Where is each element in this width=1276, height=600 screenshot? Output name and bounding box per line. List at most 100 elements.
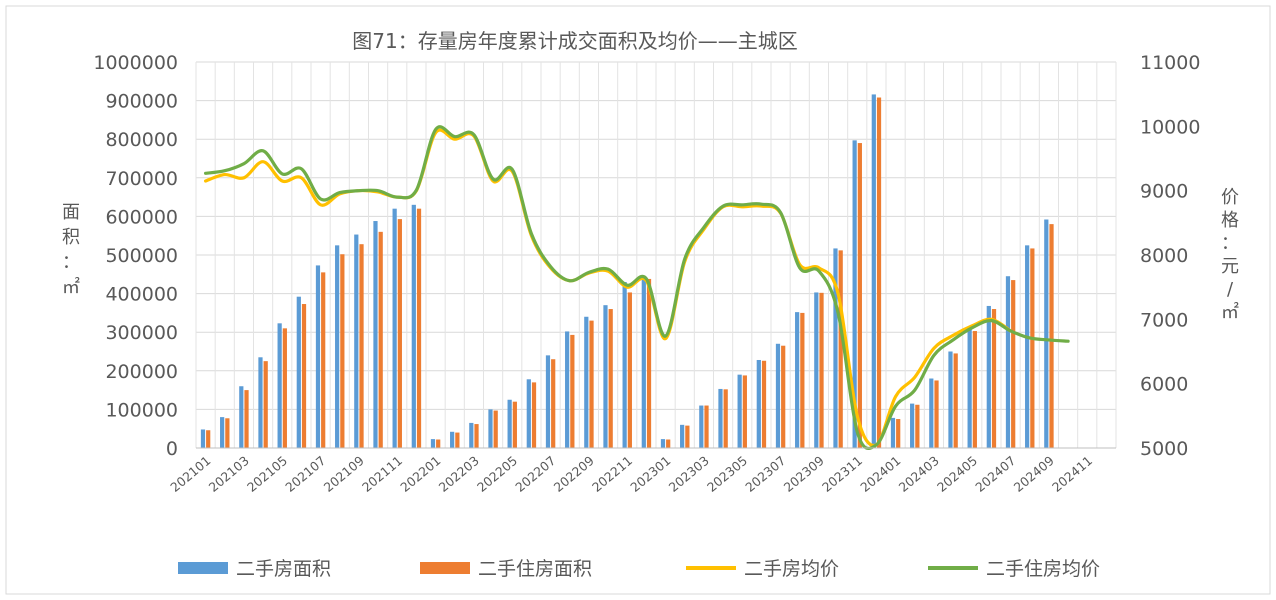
y2-axis-title: 价格：元/㎡ (1221, 187, 1239, 323)
y-tick-label: 900000 (105, 91, 178, 113)
y2-axis-title-char: / (1227, 279, 1234, 300)
legend-label: 二手住房均价 (986, 558, 1100, 580)
bar-residential (263, 361, 268, 448)
y-tick-label: 200000 (105, 361, 178, 383)
bar-residential (876, 97, 882, 449)
bar-residential (742, 375, 747, 448)
legend-item: 二手住房面积 (420, 558, 592, 580)
bar-total (814, 292, 819, 448)
bar-total (871, 94, 876, 448)
bar-total (545, 355, 551, 448)
legend-label: 二手住房面积 (478, 558, 592, 580)
bar-residential (953, 353, 958, 448)
y2-axis-title-char: 元 (1221, 256, 1239, 277)
bar-residential (570, 334, 575, 448)
bar-total (296, 296, 301, 448)
y-tick-label: 400000 (105, 284, 178, 306)
y-tick-label: 1000000 (93, 52, 178, 74)
bar-total (756, 359, 761, 448)
bar-residential (225, 418, 230, 448)
bar-total (910, 403, 915, 448)
bar-residential (206, 430, 211, 448)
bar-residential (359, 244, 364, 448)
bar-residential (646, 278, 652, 448)
y-axis-title: 面积 ： ㎡ (62, 202, 80, 298)
bar-total (220, 417, 225, 448)
bar-total (622, 282, 627, 448)
bar-residential (455, 432, 460, 448)
bar-residential (896, 419, 901, 448)
line-residential-price (203, 125, 1070, 450)
bar-total (584, 316, 589, 448)
bar-total (641, 277, 646, 448)
bar-residential (608, 309, 613, 448)
y2-tick-label: 10000 (1140, 116, 1200, 138)
bar-residential (340, 254, 345, 448)
y-tick-label: 800000 (105, 129, 178, 151)
bar-total (277, 323, 282, 448)
y-tick-label: 300000 (105, 322, 178, 344)
bar-residential (1049, 224, 1054, 448)
y-tick-label: 500000 (105, 245, 178, 267)
line-layer (203, 125, 1070, 450)
bar-residential (1030, 248, 1035, 448)
bar-total (603, 305, 608, 448)
bar-residential (685, 425, 690, 448)
bar-residential (282, 328, 287, 448)
y2-tick-label: 11000 (1140, 52, 1200, 74)
bar-total (795, 312, 800, 448)
legend: 二手房面积 二手住房面积 二手房均价 二手住房均价 (178, 558, 1100, 580)
bar-residential (378, 231, 383, 448)
bar-total (660, 439, 666, 448)
bar-total (852, 140, 857, 448)
y2-axis-title-char: 格 (1221, 210, 1239, 231)
bar-total (526, 379, 531, 448)
bar-total (699, 405, 704, 448)
bar-residential (934, 380, 939, 448)
legend-label: 二手房均价 (744, 558, 839, 580)
y-axis-title-char: ： (62, 252, 80, 273)
legend-label: 二手房面积 (236, 558, 331, 580)
bar-total (200, 429, 206, 448)
y2-axis-title-char: ： (1221, 233, 1239, 254)
bar-total (948, 351, 953, 448)
chart-title: 图71：存量房年度累计成交面积及均价——主城区 (352, 29, 797, 53)
bar-total (775, 343, 781, 448)
bar-total (392, 208, 397, 448)
bar-total (1044, 219, 1049, 448)
bar-residential (972, 331, 977, 448)
y2-axis-title-char: ㎡ (1221, 301, 1239, 323)
bar-residential (838, 250, 843, 448)
bar-total (1025, 245, 1030, 448)
bar-residential (474, 424, 479, 448)
bar-total (986, 305, 991, 448)
chart-border (5, 5, 1271, 595)
bar-residential (551, 359, 556, 448)
bar-total (335, 245, 340, 448)
bar-total (1005, 276, 1011, 448)
y-tick-label: 100000 (105, 399, 178, 421)
bar-residential (512, 401, 517, 448)
y2-axis-title-char: 价 (1221, 187, 1239, 208)
bar-total (565, 331, 570, 448)
bar-residential (627, 292, 632, 448)
bar-residential (531, 382, 537, 448)
bar-residential (1011, 280, 1016, 448)
y-axis-title-char: ㎡ (62, 276, 80, 298)
y2-tick-label: 5000 (1140, 438, 1188, 460)
bar-residential (589, 320, 594, 448)
y2-tick-label: 8000 (1140, 245, 1188, 267)
bar-total (354, 234, 359, 448)
bar-residential (704, 405, 709, 448)
bar-total (373, 221, 378, 448)
y-axis-title-char: 面 (62, 202, 80, 223)
bar-residential (666, 439, 671, 448)
bar-residential (321, 272, 326, 448)
bar-total (469, 422, 474, 448)
bar-total (450, 431, 455, 448)
y-tick-label: 0 (166, 438, 178, 460)
bar-layer (200, 94, 1054, 449)
bar-residential (857, 143, 862, 448)
